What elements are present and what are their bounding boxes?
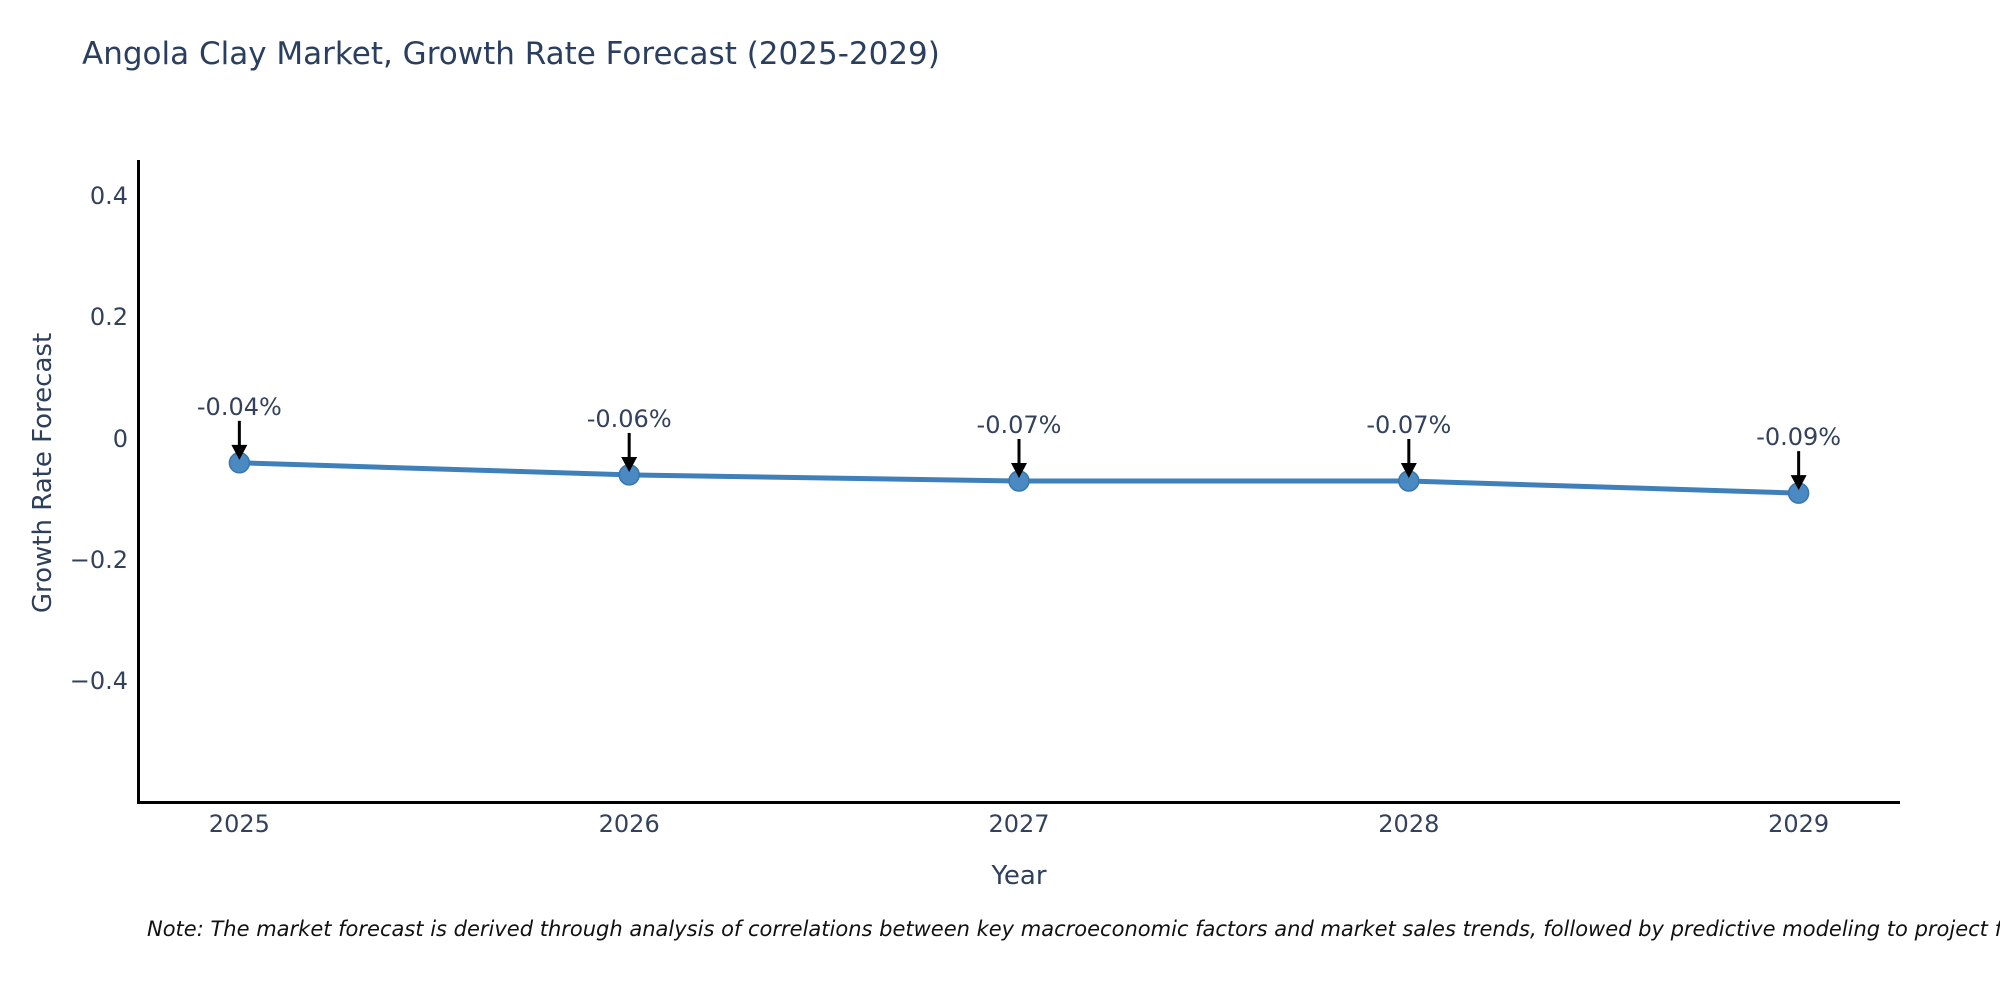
x-axis-spine [137, 801, 1900, 804]
data-point-label: -0.06% [587, 405, 672, 433]
annotation-arrowhead [231, 444, 248, 460]
annotation-arrowhead [1011, 463, 1027, 478]
x-tick-label: 2029 [1768, 810, 1830, 838]
annotation-arrowhead [1790, 475, 1807, 491]
data-point-label: -0.07% [1366, 411, 1451, 439]
y-tick-label: 0.4 [89, 182, 128, 211]
annotation-arrowhead [621, 456, 638, 472]
x-tick-label: 2028 [1378, 810, 1440, 838]
x-axis-title: Year [991, 861, 1047, 891]
y-tick-label: 0.2 [89, 303, 128, 332]
y-tick-label: 0 [112, 424, 128, 453]
data-point-label: -0.09% [1756, 423, 1841, 451]
data-point-label: -0.07% [977, 411, 1062, 439]
y-tick-label: −0.2 [69, 545, 128, 574]
x-tick-label: 2027 [988, 810, 1050, 838]
x-tick-label: 2025 [208, 810, 270, 838]
footnote: Note: The market forecast is derived thr… [147, 917, 2000, 941]
data-point-label: -0.04% [197, 393, 282, 421]
annotation-arrowhead [1400, 463, 1417, 478]
y-tick-label: −0.4 [69, 666, 128, 695]
y-axis-spine [137, 160, 140, 804]
chart-title: Angola Clay Market, Growth Rate Forecast… [82, 36, 940, 72]
x-tick-label: 2026 [598, 810, 660, 838]
